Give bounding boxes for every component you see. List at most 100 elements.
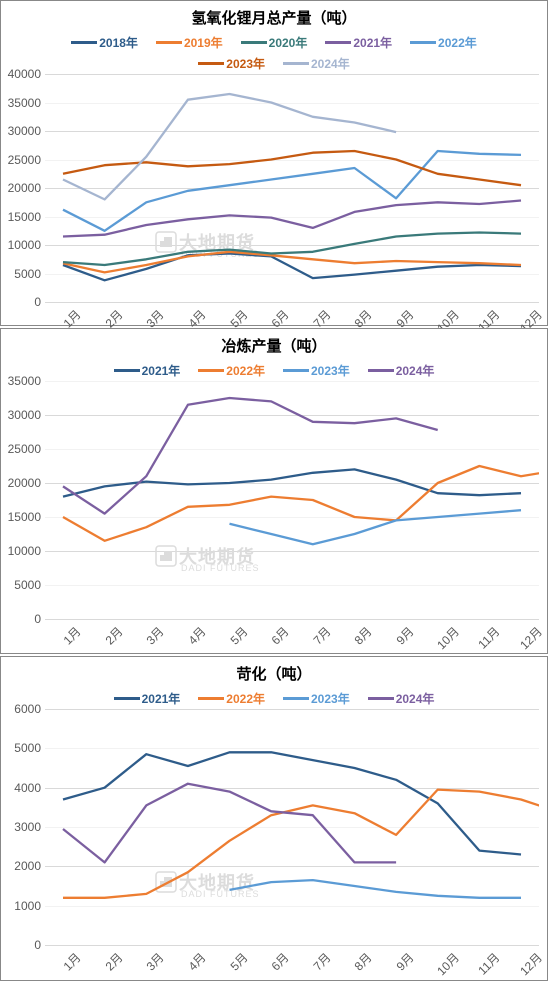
legend-swatch (368, 369, 394, 372)
chart-title: 苛化（吨） (1, 663, 547, 684)
y-axis-label: 0 (34, 295, 45, 309)
chart-3: 苛化（吨） 2021年 2022年 2023年 2024年 010002000300040… (0, 656, 548, 981)
x-axis-label: 3月 (142, 623, 167, 648)
gridline (45, 945, 539, 946)
x-axis-label: 6月 (267, 949, 292, 974)
x-axis-label: 4月 (184, 623, 209, 648)
y-axis-label: 0 (34, 612, 45, 626)
legend-label: 2021年 (142, 690, 181, 707)
x-axis-label: 11月 (474, 623, 503, 652)
plot-area: 050001000015000200002500030000350001月2月3… (45, 381, 539, 619)
legend-swatch (325, 41, 351, 44)
x-axis-label: 9月 (392, 623, 417, 648)
plot-area: 01000200030004000500060001月2月3月4月5月6月7月8… (45, 709, 539, 945)
y-axis-label: 5000 (14, 578, 45, 592)
lines-svg (45, 709, 539, 945)
legend-item: 2021年 (325, 34, 392, 51)
x-axis-label: 11月 (474, 949, 503, 978)
chart-2: 冶炼产量（吨）2021年2022年2023年2024年0500010000150… (0, 328, 548, 654)
series-line (63, 752, 521, 854)
series-line (63, 201, 521, 237)
series-line (63, 466, 539, 541)
y-axis-label: 1000 (14, 899, 45, 913)
legend-item: 2024年 (368, 362, 435, 379)
legend-swatch (198, 369, 224, 372)
x-axis-label: 3月 (142, 949, 167, 974)
x-axis-label: 12月 (516, 623, 546, 653)
chart-title: 冶炼产量（吨） (1, 335, 547, 356)
legend-label: 2022年 (438, 34, 477, 51)
y-axis-label: 3000 (14, 820, 45, 834)
x-axis-label: 4月 (184, 949, 209, 974)
legend-swatch (410, 41, 436, 44)
y-axis-label: 20000 (8, 181, 45, 195)
y-axis-label: 40000 (8, 67, 45, 81)
legend-label: 2020年 (269, 34, 308, 51)
legend-swatch (283, 62, 309, 65)
legend: 2021年 2022年 2023年 2024年 (31, 362, 517, 379)
series-line (63, 784, 396, 863)
y-axis-label: 4000 (14, 781, 45, 795)
x-axis-label: 12月 (516, 949, 546, 979)
legend-label: 2024年 (396, 362, 435, 379)
x-axis-label: 8月 (351, 949, 376, 974)
legend-item: 2018年 (71, 34, 138, 51)
legend-swatch (368, 697, 394, 700)
legend-swatch (71, 41, 97, 44)
x-axis-label: 8月 (351, 623, 376, 648)
y-axis-label: 5000 (14, 741, 45, 755)
legend-label: 2023年 (226, 55, 265, 72)
y-axis-label: 15000 (8, 510, 45, 524)
plot-area: 0500010000150002000025000300003500040000… (45, 74, 539, 302)
series-line (63, 398, 438, 514)
x-axis-label: 7月 (309, 623, 334, 648)
x-axis-label: 1月 (59, 623, 84, 648)
legend-swatch (198, 697, 224, 700)
legend-swatch (283, 697, 309, 700)
legend-item: 2023年 (198, 55, 265, 72)
series-line (63, 233, 521, 266)
y-axis-label: 35000 (8, 374, 45, 388)
lines-svg (45, 74, 539, 302)
y-axis-label: 15000 (8, 210, 45, 224)
legend-item: 2020年 (241, 34, 308, 51)
y-axis-label: 6000 (14, 702, 45, 716)
x-axis-label: 6月 (267, 623, 292, 648)
y-axis-label: 30000 (8, 408, 45, 422)
y-axis-label: 0 (34, 938, 45, 952)
legend-label: 2023年 (311, 362, 350, 379)
legend-label: 2024年 (311, 55, 350, 72)
x-axis-label: 5月 (226, 949, 251, 974)
legend-label: 2022年 (226, 362, 265, 379)
x-axis-label: 10月 (432, 623, 462, 653)
x-axis-label: 10月 (432, 949, 462, 979)
legend-item: 2023年 (283, 690, 350, 707)
series-line (63, 151, 521, 185)
x-axis-label: 1月 (59, 949, 84, 974)
legend-label: 2024年 (396, 690, 435, 707)
y-axis-label: 30000 (8, 124, 45, 138)
legend-swatch (156, 41, 182, 44)
legend-swatch (114, 369, 140, 372)
x-axis-label: 5月 (226, 623, 251, 648)
legend: 2018年2019年2020年2021年2022年2023年2024年 (31, 34, 517, 72)
series-line (63, 94, 396, 199)
x-axis-label: 2月 (101, 949, 126, 974)
legend-item: 2022年 (410, 34, 477, 51)
gridline (45, 302, 539, 303)
series-line (63, 469, 521, 496)
y-axis-label: 10000 (8, 544, 45, 558)
legend-label: 2021年 (142, 362, 181, 379)
legend: 2021年 2022年 2023年 2024年 (31, 690, 517, 707)
legend-label: 2018年 (99, 34, 138, 51)
lines-svg (45, 381, 539, 619)
x-axis-label: 2月 (101, 623, 126, 648)
chart-1: 氢氧化锂月总产量（吨）2018年2019年2020年2021年2022年2023… (0, 0, 548, 326)
legend-item: 2021年 (114, 362, 181, 379)
series-line (230, 880, 522, 898)
legend-label: 2022年 (226, 690, 265, 707)
legend-label: 2023年 (311, 690, 350, 707)
y-axis-label: 35000 (8, 96, 45, 110)
y-axis-label: 25000 (8, 153, 45, 167)
legend-swatch (198, 62, 224, 65)
